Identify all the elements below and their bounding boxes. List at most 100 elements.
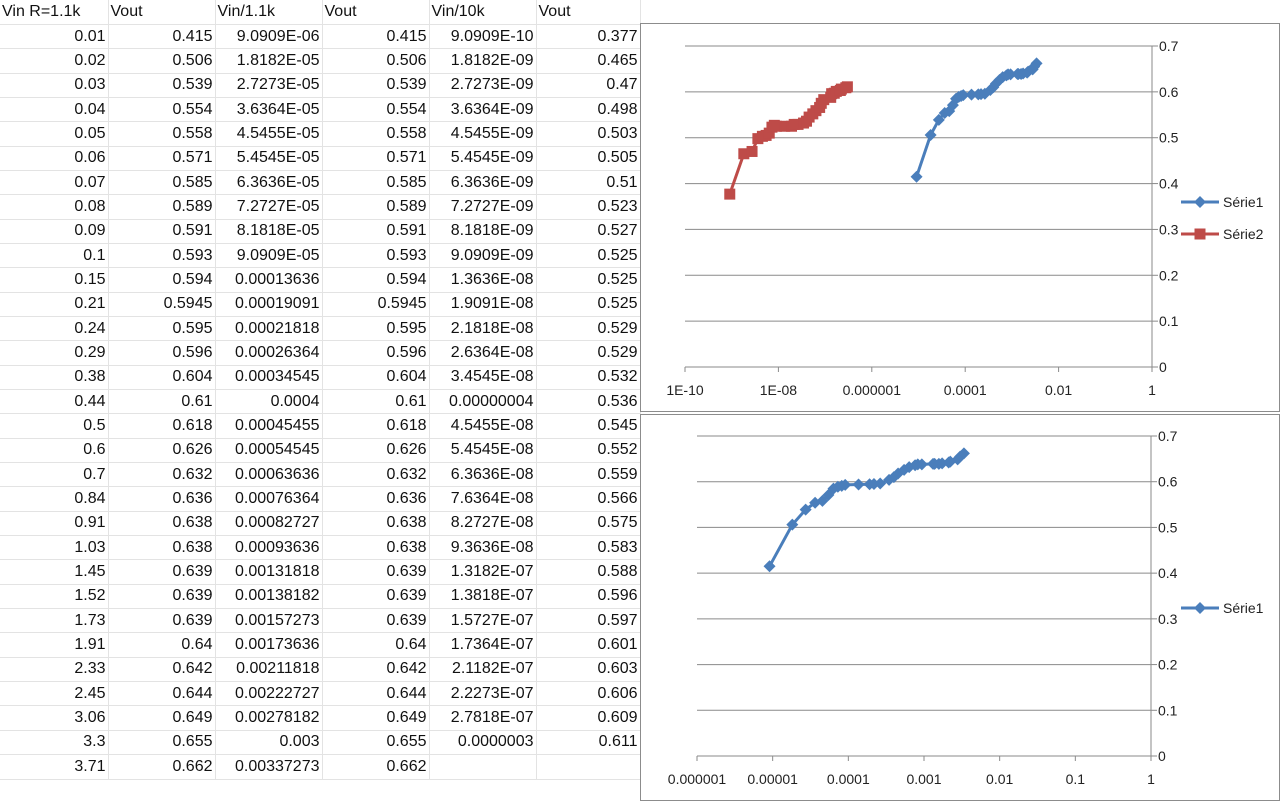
table-cell[interactable]	[429, 754, 537, 780]
table-cell[interactable]: 0.00157273	[215, 608, 323, 634]
table-cell[interactable]: 2.2273E-07	[429, 681, 537, 707]
table-cell[interactable]: 0.64	[108, 632, 216, 658]
table-cell[interactable]: 0.632	[322, 462, 430, 488]
table-cell[interactable]: 0.38	[0, 365, 109, 391]
table-cell[interactable]: 0.566	[536, 486, 641, 512]
table-cell[interactable]: 0.639	[322, 584, 430, 610]
table-cell[interactable]: 0.503	[536, 121, 641, 147]
table-cell[interactable]: 8.1818E-05	[215, 219, 323, 244]
table-cell[interactable]: 0.00000004	[429, 389, 537, 415]
table-cell[interactable]: 0.5945	[322, 292, 430, 317]
table-cell[interactable]: 0.00019091	[215, 292, 323, 317]
table-cell[interactable]: 0.505	[536, 146, 641, 171]
table-cell[interactable]: 0.604	[322, 365, 430, 391]
table-cell[interactable]: 0.61	[108, 389, 216, 415]
table-cell[interactable]: 4.5455E-08	[429, 413, 537, 439]
table-cell[interactable]: 0.618	[108, 413, 216, 439]
table-cell[interactable]: 0.594	[322, 267, 430, 293]
table-cell[interactable]: 0.498	[536, 97, 641, 123]
table-cell[interactable]: 7.2727E-09	[429, 194, 537, 220]
table-cell[interactable]: 0.02	[0, 48, 109, 74]
table-cell[interactable]: 0.15	[0, 267, 109, 293]
table-cell[interactable]: 0.644	[108, 681, 216, 707]
table-cell[interactable]: 0.539	[108, 73, 216, 98]
table-cell[interactable]: 1.5727E-07	[429, 608, 537, 634]
table-cell[interactable]: 0.00034545	[215, 365, 323, 391]
table-cell[interactable]: 0.559	[536, 462, 641, 488]
table-cell[interactable]: 0.03	[0, 73, 109, 98]
table-cell[interactable]: 2.1818E-08	[429, 316, 537, 342]
table-cell[interactable]: 0.29	[0, 340, 109, 366]
table-cell[interactable]: 0.595	[322, 316, 430, 342]
table-cell[interactable]: 0.626	[322, 438, 430, 464]
table-cell[interactable]: 0.5	[0, 413, 109, 439]
table-cell[interactable]: 0.626	[108, 438, 216, 464]
table-cell[interactable]: 0.84	[0, 486, 109, 512]
table-cell[interactable]: 9.0909E-06	[215, 24, 323, 50]
table-cell[interactable]: 1.73	[0, 608, 109, 634]
table-cell[interactable]: 0.558	[322, 121, 430, 147]
table-cell[interactable]: 0.593	[322, 243, 430, 269]
table-cell[interactable]: 0.583	[536, 535, 641, 561]
table-cell[interactable]: 0.415	[108, 24, 216, 50]
table-cell[interactable]: 0.594	[108, 267, 216, 293]
table-cell[interactable]: 6.3636E-08	[429, 462, 537, 488]
table-cell[interactable]: 0.609	[536, 705, 641, 731]
table-cell[interactable]: 0.642	[108, 657, 216, 683]
table-cell[interactable]: 0.588	[536, 559, 641, 585]
table-cell[interactable]: 0.523	[536, 194, 641, 220]
table-cell[interactable]: 0.00093636	[215, 535, 323, 561]
table-cell[interactable]: 0.639	[108, 608, 216, 634]
table-cell[interactable]: 8.2727E-08	[429, 511, 537, 537]
table-cell[interactable]: 0.527	[536, 219, 641, 244]
table-cell[interactable]: 0.575	[536, 511, 641, 537]
table-cell[interactable]: 0.09	[0, 219, 109, 244]
table-cell[interactable]: 0.6	[0, 438, 109, 464]
table-cell[interactable]: 9.0909E-10	[429, 24, 537, 50]
table-cell[interactable]: 9.0909E-05	[215, 243, 323, 269]
table-cell[interactable]: 0.00082727	[215, 511, 323, 537]
table-cell[interactable]: 1.8182E-05	[215, 48, 323, 74]
column-header[interactable]: Vin/1.1k	[215, 0, 323, 25]
table-cell[interactable]: 1.45	[0, 559, 109, 585]
table-cell[interactable]: 0.554	[322, 97, 430, 123]
column-header[interactable]: Vout	[108, 0, 216, 25]
table-cell[interactable]: 3.3	[0, 730, 109, 756]
table-cell[interactable]: 0.552	[536, 438, 641, 464]
table-cell[interactable]: 0.571	[322, 146, 430, 171]
table-cell[interactable]: 0.44	[0, 389, 109, 415]
table-cell[interactable]: 0.06	[0, 146, 109, 171]
table-cell[interactable]: 0.642	[322, 657, 430, 683]
table-cell[interactable]: 0.603	[536, 657, 641, 683]
table-cell[interactable]: 0.00021818	[215, 316, 323, 342]
table-cell[interactable]: 2.7273E-05	[215, 73, 323, 98]
table-cell[interactable]: 0.618	[322, 413, 430, 439]
table-cell[interactable]: 0.0000003	[429, 730, 537, 756]
table-cell[interactable]: 0.529	[536, 316, 641, 342]
table-cell[interactable]: 1.91	[0, 632, 109, 658]
table-cell[interactable]: 0.00337273	[215, 754, 323, 780]
table-cell[interactable]: 0.525	[536, 243, 641, 269]
table-cell[interactable]: 0.01	[0, 24, 109, 50]
table-cell[interactable]: 0.24	[0, 316, 109, 342]
table-cell[interactable]: 0.571	[108, 146, 216, 171]
table-cell[interactable]: 4.5455E-09	[429, 121, 537, 147]
table-cell[interactable]: 0.51	[536, 170, 641, 196]
table-cell[interactable]: 0.638	[108, 511, 216, 537]
table-cell[interactable]: 0.00026364	[215, 340, 323, 366]
table-cell[interactable]: 0.649	[322, 705, 430, 731]
column-header[interactable]: Vout	[536, 0, 641, 25]
table-cell[interactable]: 1.9091E-08	[429, 292, 537, 317]
table-cell[interactable]: 1.3636E-08	[429, 267, 537, 293]
table-cell[interactable]: 0.636	[108, 486, 216, 512]
table-cell[interactable]: 0.21	[0, 292, 109, 317]
table-cell[interactable]: 0.415	[322, 24, 430, 50]
table-cell[interactable]: 0.662	[322, 754, 430, 780]
table-cell[interactable]: 3.4545E-08	[429, 365, 537, 391]
table-cell[interactable]: 0.91	[0, 511, 109, 537]
table-cell[interactable]: 0.638	[322, 511, 430, 537]
table-cell[interactable]: 3.06	[0, 705, 109, 731]
table-cell[interactable]: 0.00278182	[215, 705, 323, 731]
chart-log-vin-two-series[interactable]: 0 0.1 0.2 0.3 0.4 0.5 0.6 0.7 1E-10 1E-08 0.000001…	[640, 23, 1280, 412]
table-cell[interactable]: 3.6364E-05	[215, 97, 323, 123]
